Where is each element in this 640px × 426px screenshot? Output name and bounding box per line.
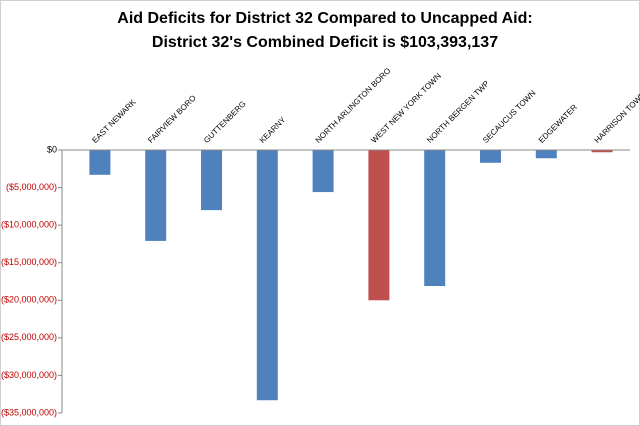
y-tick-label: ($10,000,000) — [1, 220, 57, 230]
chart-title: District 32's Combined Deficit is $103,3… — [152, 34, 498, 51]
bar — [89, 150, 111, 175]
y-tick-label: ($5,000,000) — [6, 182, 57, 192]
chart-title: Aid Deficits for District 32 Compared to… — [117, 10, 532, 27]
bar — [480, 150, 501, 163]
bar — [201, 150, 222, 211]
bar — [424, 150, 446, 287]
bar — [256, 150, 278, 401]
y-tick-label: ($35,000,000) — [1, 407, 57, 417]
y-tick-label: ($30,000,000) — [1, 370, 57, 380]
y-tick-label: ($15,000,000) — [1, 257, 57, 267]
bar — [145, 150, 167, 241]
y-tick-label: ($20,000,000) — [1, 295, 57, 305]
bar — [591, 150, 613, 153]
y-tick-label: ($25,000,000) — [1, 332, 57, 342]
bar — [368, 150, 390, 301]
bar — [312, 150, 334, 193]
y-tick-label: $0 — [47, 144, 57, 154]
bar — [535, 150, 557, 159]
